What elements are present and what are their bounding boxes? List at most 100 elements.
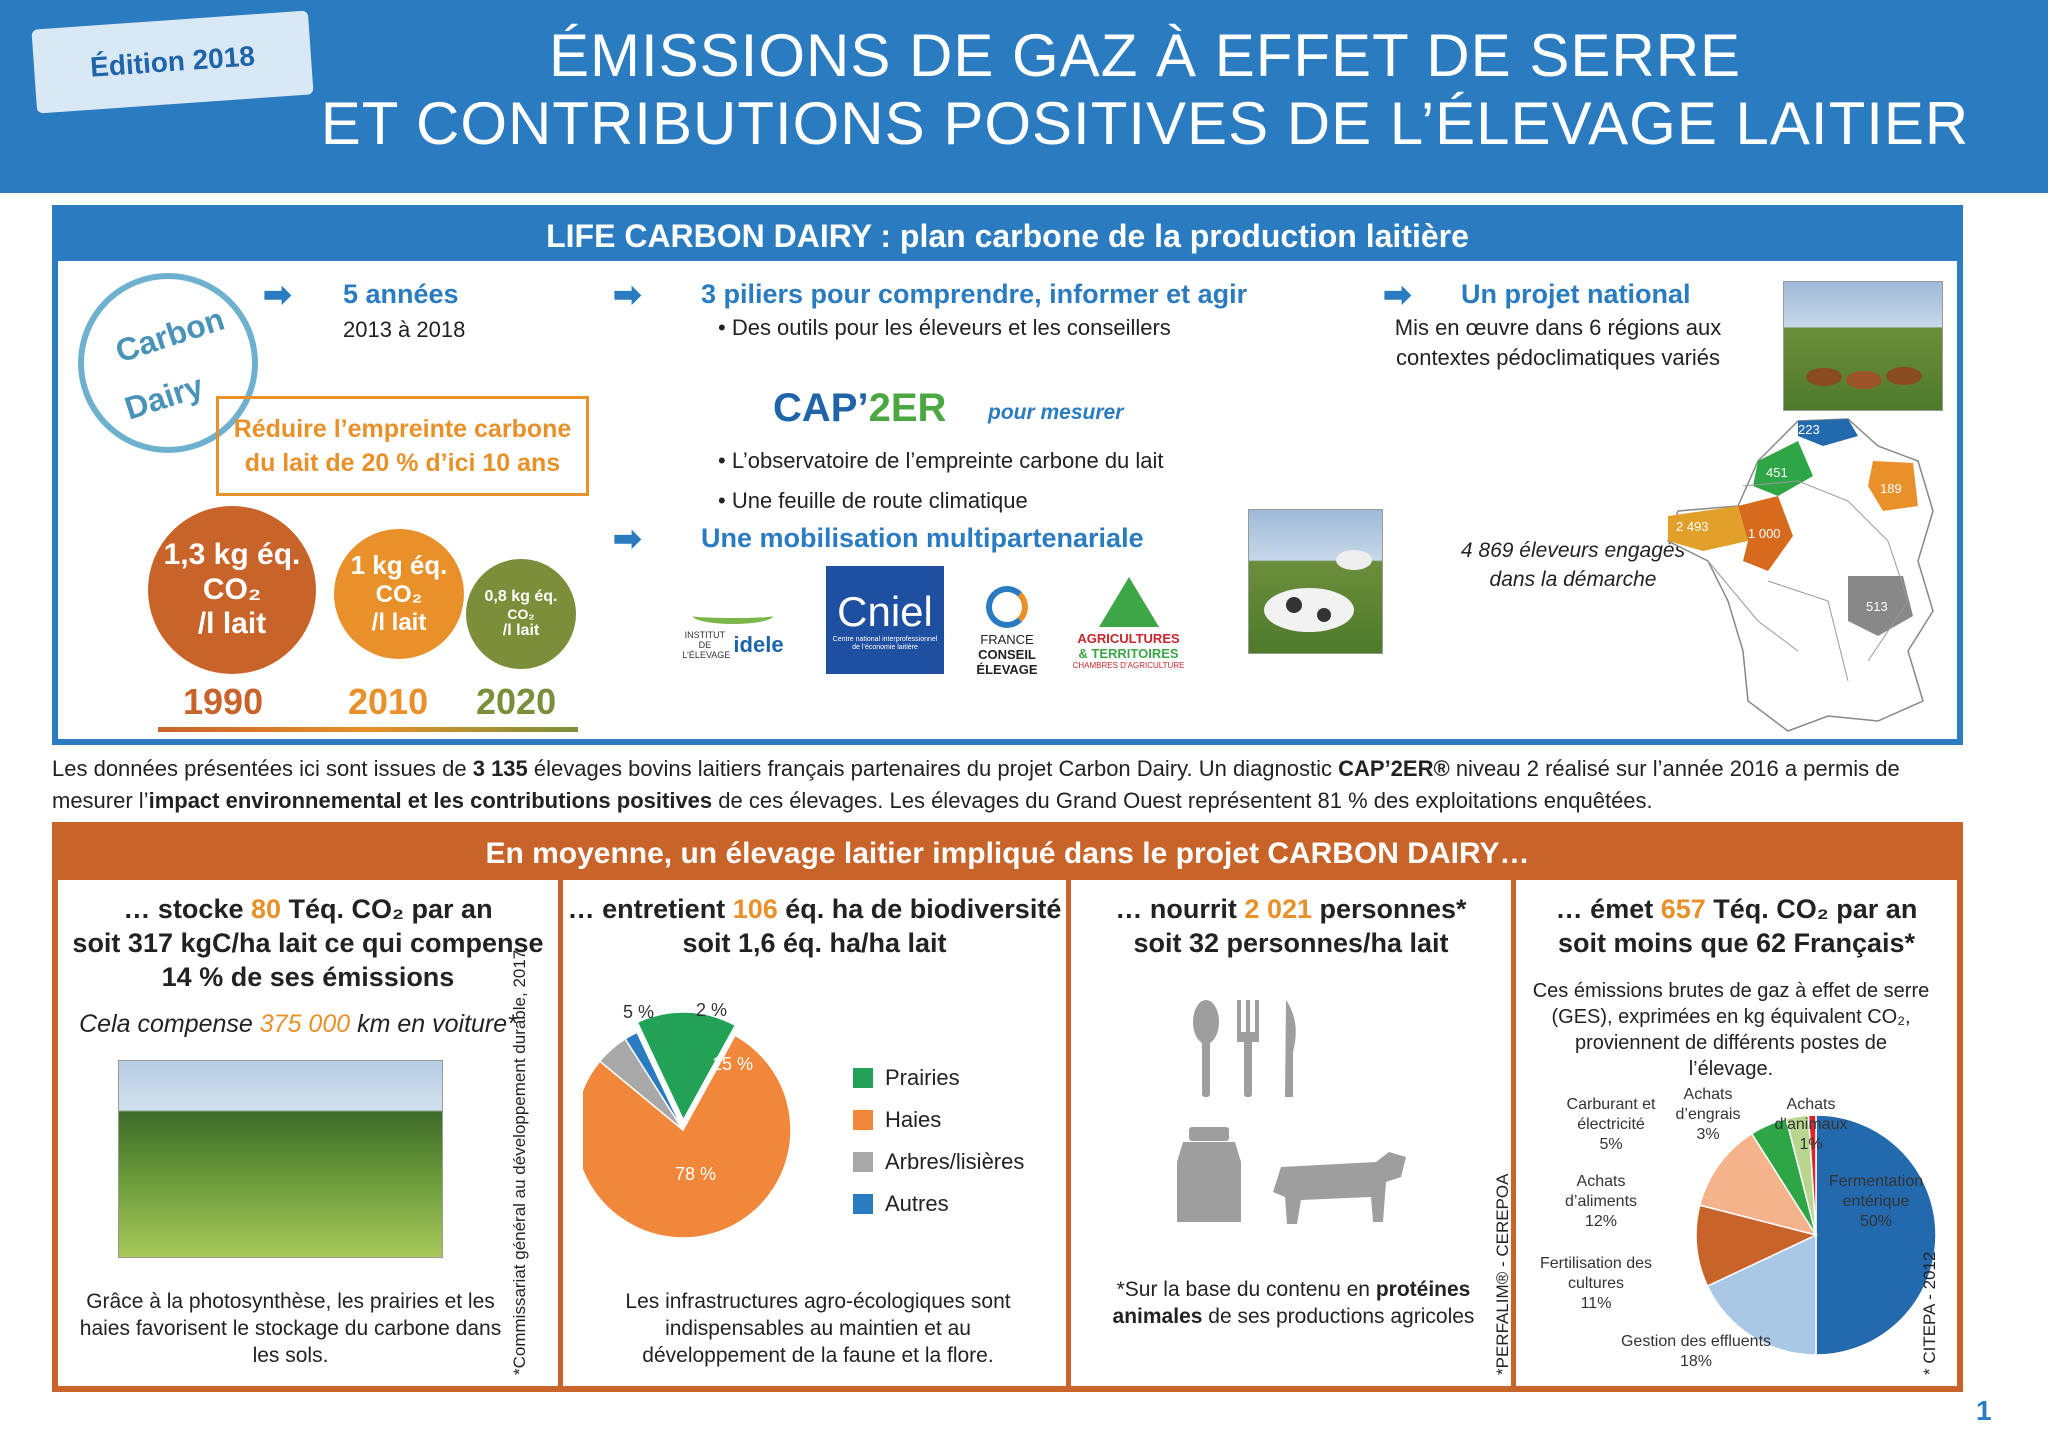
legend-label: Autres <box>885 1191 949 1216</box>
pie-label-name: Carburant et électricité <box>1566 1096 1656 1133</box>
target-value: 0,8 kg éq. <box>484 587 558 605</box>
heading-text: … stocke <box>123 894 251 924</box>
pie-label: Gestion des effluents 18% <box>1606 1332 1786 1372</box>
france-regions-map: 223 451 189 2 493 1 000 513 <box>1667 418 1934 732</box>
target-unit: CO₂ <box>507 605 535 622</box>
intro-paragraph: Les données présentées ici sont issues d… <box>52 753 1963 817</box>
pie-label-value: 5% <box>1599 1136 1623 1153</box>
agri-triangle-icon <box>1098 577 1159 627</box>
legend-swatch <box>853 1068 873 1088</box>
carbon-dairy-stamp-logo: Carbon Dairy <box>78 273 258 453</box>
legend-swatch <box>853 1194 873 1214</box>
map-label: 1 000 <box>1748 526 1781 541</box>
pie-label: Fermentation entérique 50% <box>1816 1172 1936 1232</box>
note-text: de ses productions agricoles <box>1202 1305 1475 1328</box>
header-banner: Édition 2018 ÉMISSIONS DE GAZ À EFFET DE… <box>0 0 2048 193</box>
intro-text: niveau 2 réalisé sur l’année 2016 a perm… <box>52 756 1900 813</box>
pie-label-name: Fertilisation des cultures <box>1539 1255 1653 1292</box>
column-nutrition: … nourrit 2 021 personnes* soit 32 perso… <box>1071 880 1516 1386</box>
life-carbon-dairy-panel: LIFE CARBON DAIRY : plan carbone de la p… <box>52 205 1963 745</box>
pie-slice-achats-d-aliments <box>1698 1132 1818 1237</box>
page-title: ÉMISSIONS DE GAZ À EFFET DE SERRE ET CON… <box>300 22 1990 159</box>
pie-slice-achats-d-animaux <box>1807 1114 1817 1236</box>
cap2er-measure: pour mesurer <box>988 401 1124 424</box>
pie-data-label: 15 % <box>712 1054 753 1074</box>
idele-small: INSTITUT DE L’ÉLEVAGE <box>682 630 731 660</box>
intro-text: élevages bovins laitiers français parten… <box>527 756 1339 781</box>
heading-text: Téq. CO₂ par an <box>1705 894 1918 924</box>
legend-item: Arbres/lisières <box>853 1149 1024 1175</box>
pie-slice-haies <box>583 1034 792 1239</box>
cow-cuts-icon <box>1273 1152 1406 1224</box>
pie-label-name: Achats d’engrais <box>1675 1086 1741 1123</box>
fce-circle-icon <box>986 585 1028 628</box>
pie-label-name: Gestion des effluents <box>1620 1333 1772 1350</box>
france-conseil-elevage-logo: FRANCE CONSEIL ÉLEVAGE <box>953 581 1061 681</box>
cow-photo-art <box>1264 550 1372 632</box>
target-circle-2020: 0,8 kg éq. CO₂ /l lait <box>466 559 576 669</box>
emissions-description: Ces émissions brutes de gaz à effet de s… <box>1532 980 1930 1080</box>
photosynthesis-text: Grâce à la photosynthèse, les prairies e… <box>79 1290 502 1367</box>
heading-line-3: 14 % de ses émissions <box>161 962 455 992</box>
pie-label-value: 18% <box>1679 1353 1713 1370</box>
equivalence-text: Cela compense <box>79 1010 260 1038</box>
cows-on-hillside-photo <box>1783 281 1943 411</box>
column-heading: … nourrit 2 021 personnes* soit 32 perso… <box>1071 892 1511 960</box>
pie-data-label: 2 % <box>696 1000 727 1020</box>
pie-legend: Prairies Haies Arbres/lisières Autres <box>853 1065 1024 1233</box>
pie-label: Fertilisation des cultures 11% <box>1536 1254 1656 1314</box>
pillars-title: 3 piliers pour comprendre, informer et a… <box>701 279 1248 309</box>
column-heading: … émet 657 Téq. CO₂ par an soit moins qu… <box>1516 892 1957 960</box>
intro-bold: impact environnemental et les contributi… <box>148 788 713 813</box>
pie-label-name: Achats d’animaux <box>1774 1096 1848 1133</box>
national-title: Un projet national <box>1461 279 1691 309</box>
years-title: 5 années <box>343 279 459 309</box>
cows-in-meadow-photo <box>1248 509 1383 654</box>
arrow-icon: ➡ <box>263 276 292 314</box>
cap2er-a: CAP’ <box>773 386 869 430</box>
map-label: 513 <box>1866 599 1888 614</box>
agri-line-3: CHAMBRES D’AGRICULTURE <box>1072 661 1185 670</box>
legend-item: Prairies <box>853 1065 1024 1091</box>
average-farm-panel: En moyenne, un élevage laitier impliqué … <box>52 822 1963 1392</box>
pillar-3: • Une feuille de route climatique <box>718 488 1028 513</box>
mobilisation-title: Une mobilisation multipartenariale <box>701 523 1144 553</box>
arrow-icon: ➡ <box>1383 276 1412 314</box>
cniel-name: Cniel <box>837 588 933 635</box>
page-number: 1 <box>1976 1395 1992 1426</box>
agri-line-1: AGRICULTURES <box>1077 631 1180 646</box>
target-circle-2010: 1 kg éq. CO₂ /l lait <box>334 529 464 659</box>
pie-slice-gestion-des-effluents <box>1706 1233 1817 1356</box>
heading-number: 657 <box>1660 894 1706 924</box>
fce-line-1: FRANCE <box>980 631 1034 647</box>
breeders-count: 4 869 éleveurs engagés dans la démarche <box>1460 539 1686 591</box>
arrow-icon: ➡ <box>613 276 642 314</box>
pie-label-value: 1% <box>1799 1136 1823 1153</box>
fork-spoon-knife-icon <box>1193 1000 1296 1097</box>
map-label: 2 493 <box>1676 519 1709 534</box>
food-icons <box>1177 1000 1406 1224</box>
heading-number: 106 <box>732 894 778 924</box>
pie-label: Achats d’aliments 12% <box>1556 1172 1646 1232</box>
column-heading: … entretient 106 éq. ha de biodiversité … <box>563 892 1066 960</box>
cniel-logo: Cniel Centre national interprofessionnel… <box>826 566 944 674</box>
pillar-1: • Des outils pour les éleveurs et les co… <box>718 315 1171 340</box>
source-note: *PERFALIM® - CEREPOA <box>1493 1173 1512 1375</box>
legend-swatch <box>853 1152 873 1172</box>
target-circle-1990: 1,3 kg éq. CO₂ /l lait <box>148 506 316 674</box>
pie-label: Achats d’engrais 3% <box>1668 1085 1748 1145</box>
column-carbon-storage: … stocke 80 Téq. CO₂ par an soit 317 kgC… <box>58 880 563 1386</box>
pie-slice-fermentation-ent-rique <box>1815 1114 1937 1356</box>
heading-text: … émet <box>1555 894 1661 924</box>
title-line-1: ÉMISSIONS DE GAZ À EFFET DE SERRE <box>548 22 1742 89</box>
average-heading: En moyenne, un élevage laitier impliqué … <box>58 828 1957 880</box>
fce-line-2: CONSEIL ÉLEVAGE <box>976 646 1038 677</box>
column-emissions: … émet 657 Téq. CO₂ par an soit moins qu… <box>1516 880 1957 1386</box>
legend-label: Haies <box>885 1107 942 1132</box>
pie-data-label: 78 % <box>675 1164 716 1184</box>
note-text: *Sur la base du contenu en <box>1116 1278 1376 1301</box>
pie-slice-fertilisation-des-cultures <box>1695 1204 1819 1288</box>
years-text: 2013 à 2018 <box>343 317 466 342</box>
heading-text: Téq. CO₂ par an <box>281 894 493 924</box>
